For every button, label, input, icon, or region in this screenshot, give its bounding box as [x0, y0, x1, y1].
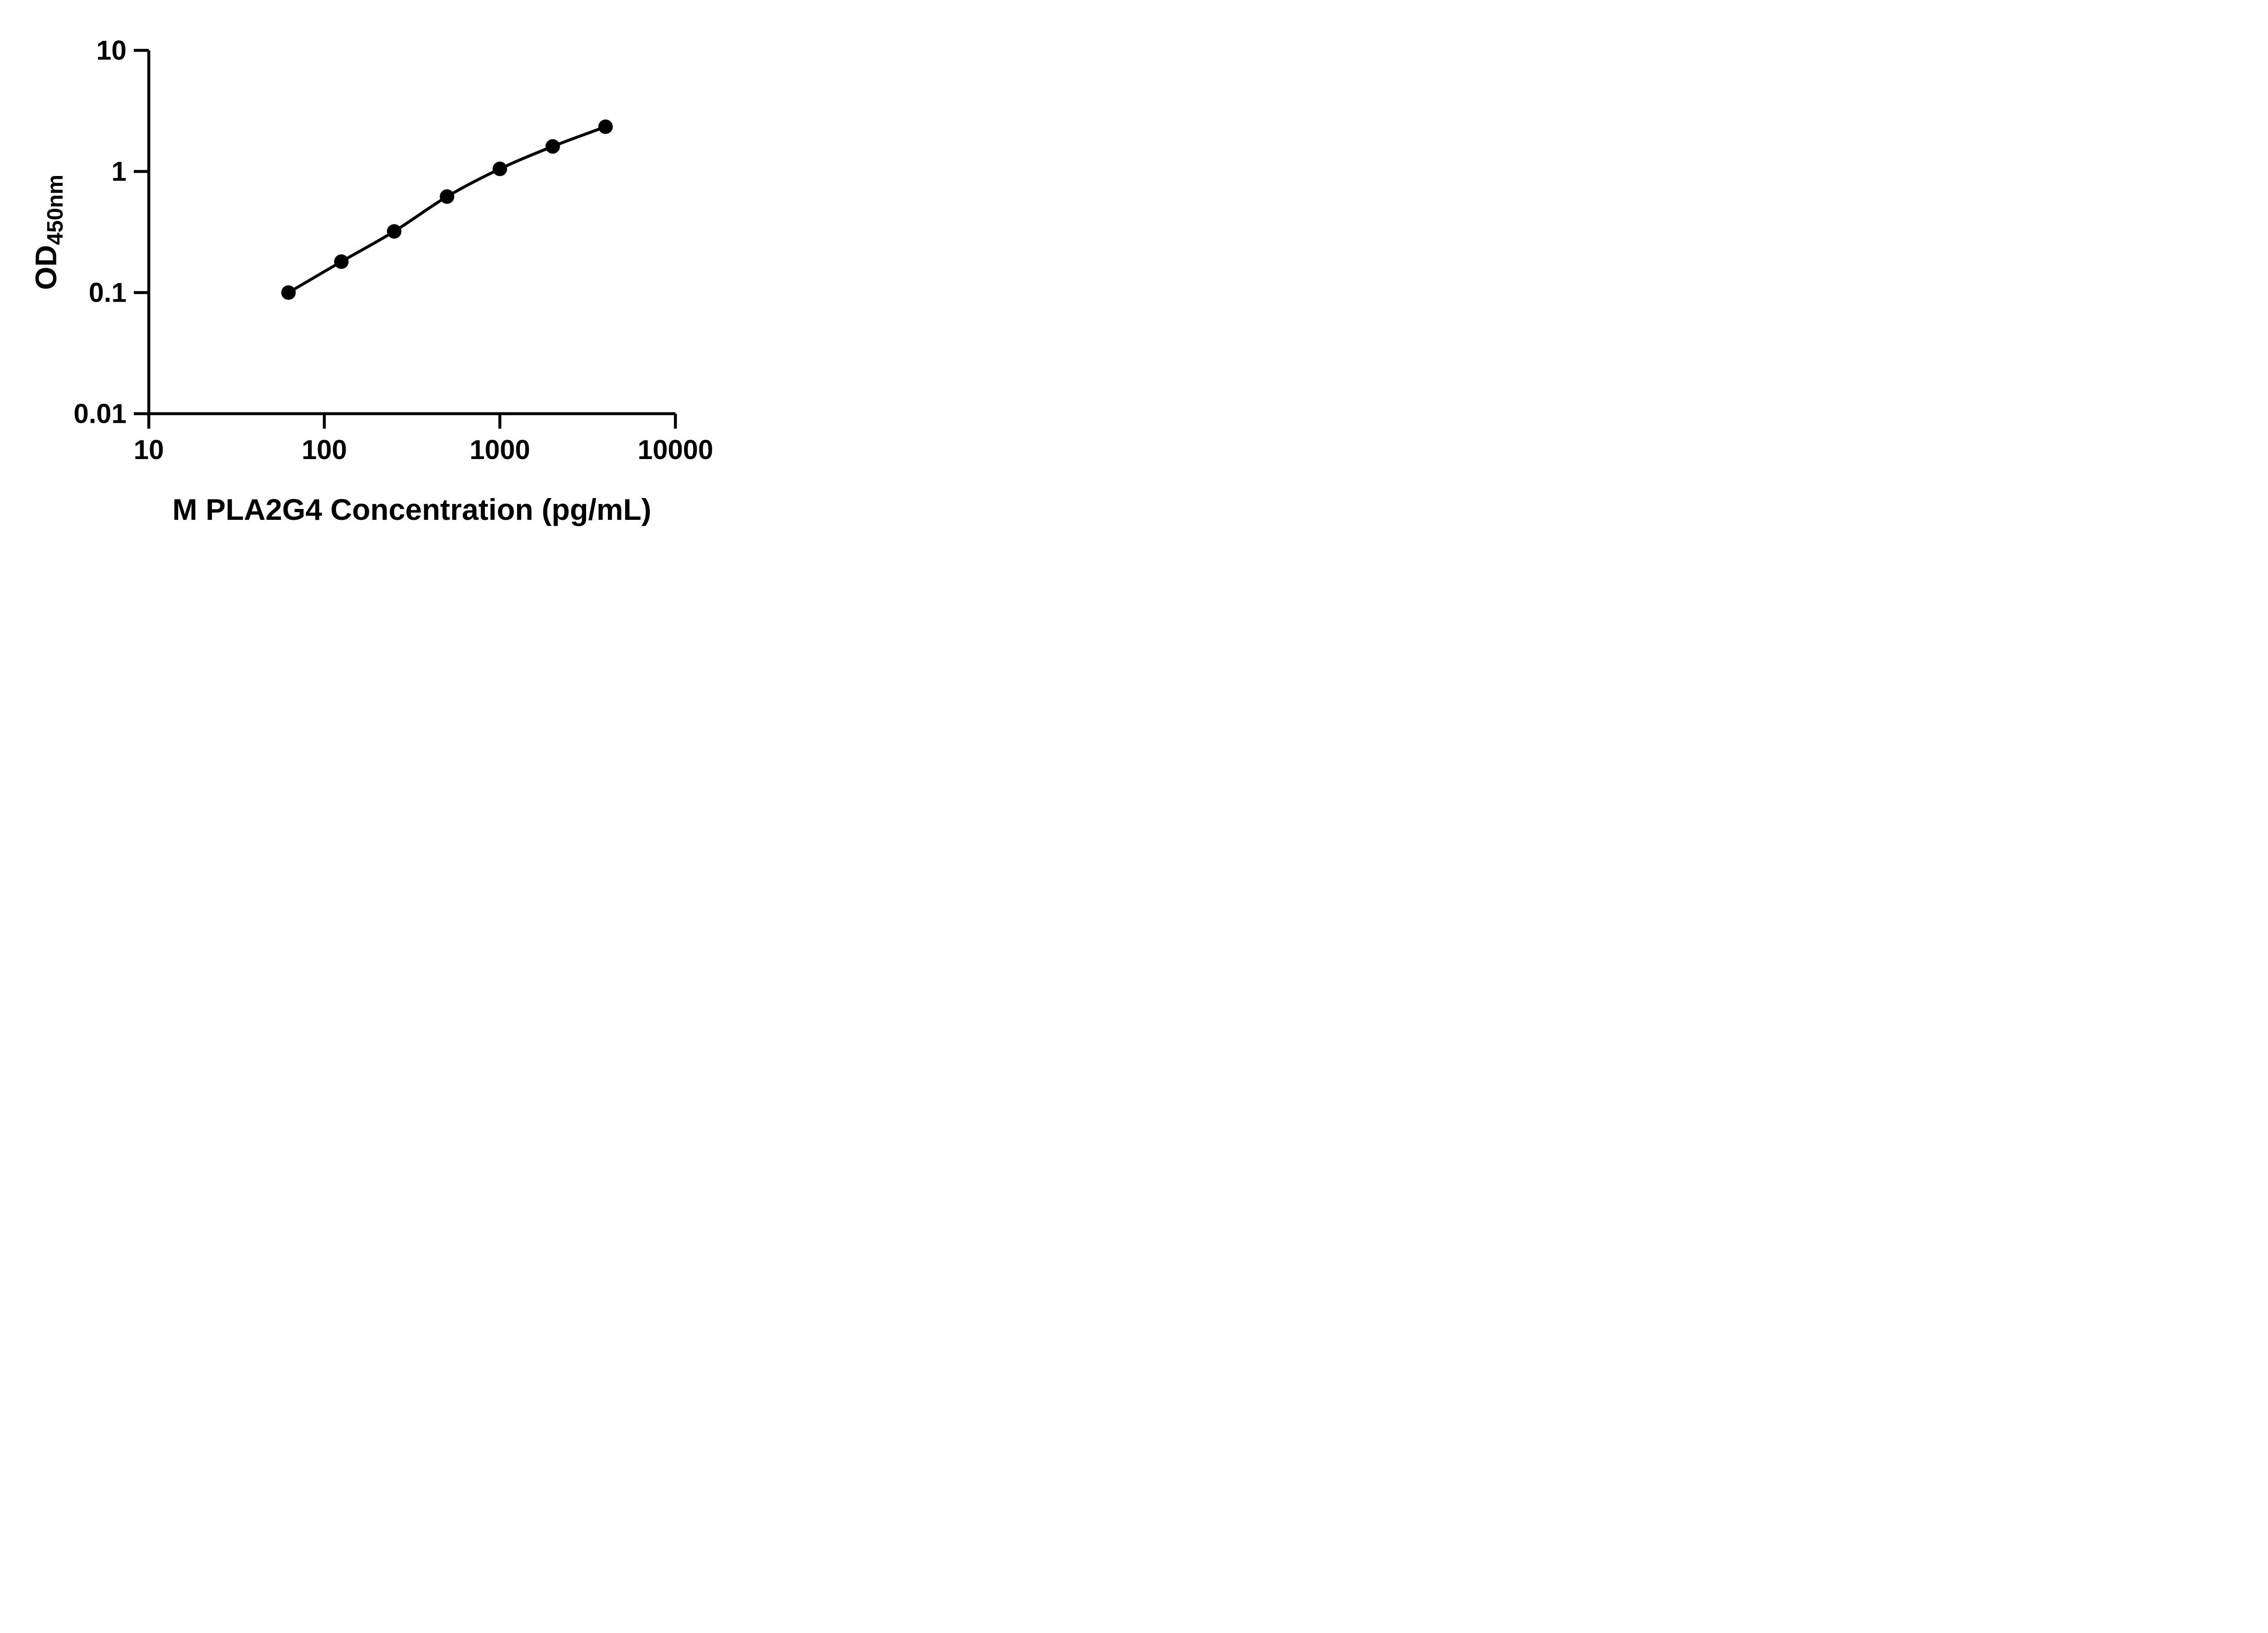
x-tick-label: 100 — [302, 435, 347, 465]
y-axis-title-main: OD — [29, 245, 63, 290]
data-point-marker — [493, 161, 507, 176]
y-tick-label: 0.01 — [73, 399, 127, 429]
x-axis-title: M PLA2G4 Concentration (pg/mL) — [172, 493, 651, 526]
x-tick-label: 10 — [134, 435, 164, 465]
y-axis-title-subscript: 450nm — [43, 175, 68, 245]
data-point-marker — [387, 224, 401, 239]
x-tick-label: 10000 — [638, 435, 714, 465]
y-axis-title: OD450nm — [29, 175, 68, 290]
x-tick-label: 1000 — [469, 435, 530, 465]
data-point-marker — [598, 119, 613, 134]
axis-spines — [147, 50, 675, 416]
data-point-marker — [545, 139, 560, 154]
data-point-marker — [281, 285, 296, 300]
standard-curve-line — [288, 125, 606, 294]
plot-layer — [281, 119, 613, 300]
y-tick-label: 10 — [96, 35, 127, 66]
data-point-marker — [440, 189, 455, 204]
y-tick-label: 1 — [112, 156, 127, 187]
data-point-marker — [334, 254, 349, 269]
y-tick-label: 0.1 — [89, 278, 127, 308]
elisa-standard-curve-figure: 10 1 0.1 0.01 10 100 1000 10000 M PLA2G4 Concen… — [0, 0, 777, 544]
